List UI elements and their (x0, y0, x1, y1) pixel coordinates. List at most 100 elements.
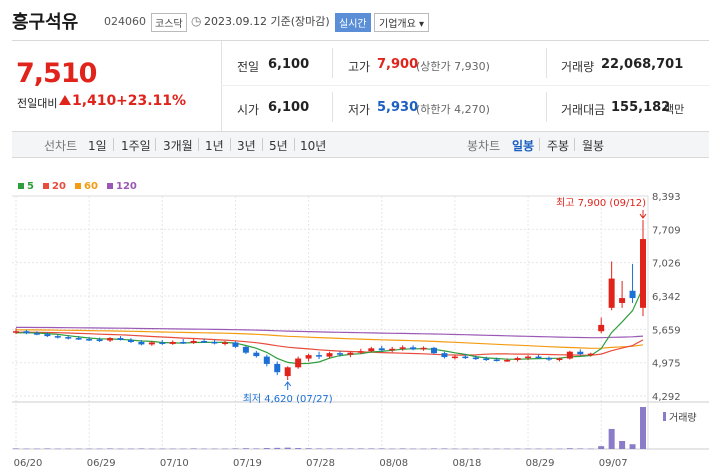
candle-body (326, 353, 333, 357)
volume-bar (295, 448, 302, 449)
tab-weekly[interactable]: 주봉 (547, 139, 570, 153)
volume-bar (347, 448, 354, 449)
volume-bar (33, 448, 40, 450)
y-axis-labels: 8,393 7,709 7,026 6,342 5,659 4,975 4,292 (652, 192, 681, 403)
volume-bars: 거래량 (13, 407, 697, 450)
volume-bar (180, 448, 187, 450)
candle-body (640, 239, 646, 308)
chevron-down-icon: ▾ (419, 19, 425, 30)
volume-bar (44, 448, 51, 449)
x-tick-label: 08/08 (379, 458, 408, 469)
volume-bar (608, 428, 615, 449)
tab-daily[interactable]: 일봉 (512, 139, 535, 153)
ma20-label: 20 (52, 181, 66, 192)
candle-body (357, 351, 364, 353)
chart-grid (12, 195, 709, 450)
volume-bar (451, 448, 458, 450)
open-label: 시가 (237, 103, 260, 117)
tab-5y[interactable]: 5년 (269, 139, 288, 153)
volume-bar (138, 448, 145, 449)
x-tick-label: 08/29 (526, 458, 555, 469)
candle-body (556, 358, 563, 361)
annotations: 최고 7,900 (09/12) 최저 4,620 (07/27) (243, 197, 647, 405)
volume-bar (148, 448, 155, 450)
y-tick-label: 4,975 (652, 359, 681, 370)
volume-bar (326, 448, 333, 449)
candle-body (587, 353, 594, 356)
candle-body (399, 347, 406, 349)
market-badge: 코스닥 (151, 13, 187, 32)
volume-bar (545, 448, 552, 450)
candle-body (504, 360, 511, 362)
volume-bar (483, 448, 490, 450)
low-arrow-head (284, 381, 292, 387)
candle-body (96, 339, 103, 342)
volume-bar (190, 448, 197, 449)
trade-value-unit: 백만 (664, 103, 685, 116)
candle-body (180, 341, 187, 344)
current-price: 7,510 (16, 58, 97, 89)
candle-body (514, 358, 521, 361)
volume-bar (556, 448, 563, 450)
divider (221, 41, 222, 131)
candle-body (23, 331, 30, 334)
candle-body (274, 363, 281, 373)
volume-bar (232, 448, 239, 449)
tab-1y[interactable]: 1년 (205, 139, 224, 153)
candle-body (545, 358, 552, 360)
high-arrow-head (639, 213, 647, 219)
candle-body (253, 352, 260, 357)
candle-body (54, 336, 61, 338)
divider (332, 92, 333, 122)
volume-bar (504, 448, 511, 450)
tab-3y[interactable]: 3년 (237, 139, 256, 153)
company-info-button[interactable]: 기업개요 ▾ (374, 13, 430, 32)
candle-body (169, 341, 176, 344)
divider (12, 40, 709, 41)
volume-bar (525, 448, 532, 450)
candle-body (629, 290, 636, 299)
clock-icon: ◷ (191, 14, 202, 28)
x-tick-label: 08/18 (452, 458, 481, 469)
low-annotation: 최저 4,620 (07/27) (243, 393, 333, 405)
tab-1w[interactable]: 1주일 (121, 139, 151, 153)
volume-value: 22,068,701 (601, 57, 684, 72)
volume-bar (86, 448, 93, 450)
volume-bar (577, 448, 584, 449)
volume-bar (54, 448, 61, 450)
volume-bar (368, 448, 375, 449)
volume-bar (127, 448, 134, 450)
tab-1d[interactable]: 1일 (88, 139, 107, 153)
x-tick-label: 06/29 (87, 458, 116, 469)
line-chart-label[interactable]: 선차트 (44, 139, 78, 153)
tab-monthly[interactable]: 월봉 (582, 139, 605, 153)
candle-body (305, 355, 312, 359)
x-tick-label: 07/28 (306, 458, 335, 469)
candles (13, 220, 646, 381)
candle-body (65, 337, 72, 339)
volume-bar (242, 448, 249, 449)
candle-chart-label[interactable]: 봉차트 (467, 139, 501, 153)
candle-body (263, 356, 270, 364)
candle-body (619, 298, 626, 303)
y-tick-label: 8,393 (652, 192, 681, 203)
volume-bar (107, 448, 114, 449)
volume-bar (96, 448, 103, 450)
candle-body (441, 353, 448, 358)
tab-10y[interactable]: 10년 (300, 139, 327, 153)
ma120-label: 120 (116, 181, 137, 192)
candle-body (222, 342, 228, 344)
divider (332, 48, 333, 78)
realtime-button[interactable]: 실시간 (335, 13, 371, 32)
candle-body (138, 341, 145, 345)
volume-bar (357, 448, 364, 449)
trade-value: 155,182 (611, 100, 671, 115)
prev-close-label: 전일 (237, 60, 260, 74)
tab-3m[interactable]: 3개월 (163, 139, 193, 153)
candle-body (378, 348, 385, 351)
volume-bar (431, 448, 437, 449)
stock-code: 024060 (104, 15, 146, 28)
candle-body (75, 338, 82, 340)
price-change: 1,410 (72, 93, 117, 109)
